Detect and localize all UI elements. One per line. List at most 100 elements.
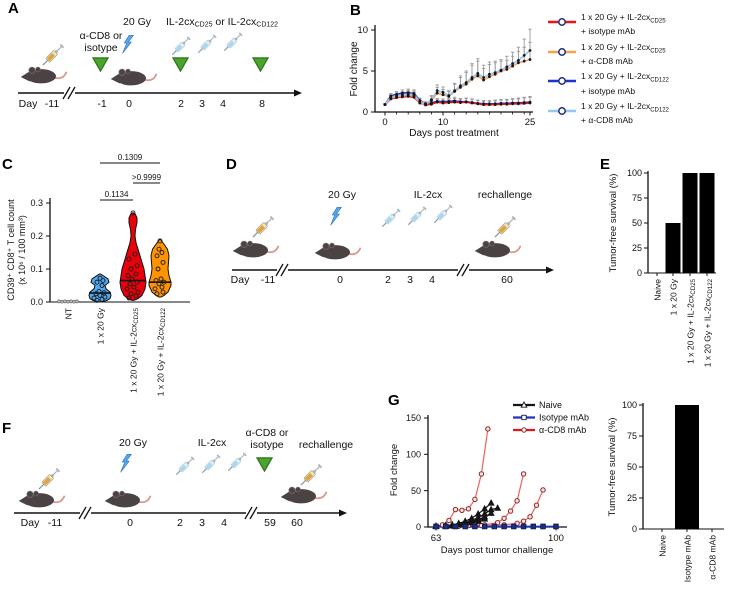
data-point	[159, 250, 165, 255]
data-point	[97, 275, 103, 281]
data-point	[128, 266, 134, 272]
panel-b-label: B	[350, 2, 361, 19]
x-tick-label: 10	[438, 117, 449, 128]
bar	[675, 405, 699, 529]
legend-marker-icon	[558, 106, 566, 115]
data-point	[57, 299, 61, 304]
data-point	[160, 289, 166, 295]
timeline-tick-label: 59	[264, 517, 276, 529]
data-point	[102, 294, 108, 300]
il2cx-syringe-icon	[222, 31, 244, 53]
mouse-icon	[20, 66, 68, 85]
y-tick-label: 0.0	[30, 297, 43, 307]
data-point	[60, 299, 64, 304]
rechallenge-syringe-icon	[298, 463, 323, 488]
data-point	[156, 246, 162, 252]
axis-break	[62, 86, 76, 100]
mouse-icon	[280, 486, 328, 505]
panel-e-label: E	[600, 156, 611, 173]
x-axis-label: Days post tumor challenge	[441, 545, 553, 556]
antibody-triangle-icon	[92, 57, 109, 72]
timeline-tick-label: 8	[259, 98, 265, 110]
il2cx-note: IL-2cxCD25 or IL-2cxCD122	[166, 16, 278, 29]
y-tick-label: 0.1	[30, 264, 43, 274]
category-label: Naive	[653, 279, 663, 301]
y-tick-label: 0	[632, 524, 637, 534]
data-point	[133, 293, 139, 299]
data-point	[161, 279, 167, 285]
data-point	[126, 256, 132, 262]
mouse-icon	[474, 240, 522, 259]
il2cx-note: IL-2cx	[198, 437, 227, 449]
x-tick-label: 100	[548, 533, 564, 544]
y-tick-label: 75	[627, 431, 637, 441]
panel-d-label: D	[226, 156, 237, 173]
panel-c-label: C	[2, 156, 13, 173]
legend-item: 1 x 20 Gy + IL-2cxCD25 + α-CD8 mAb	[547, 42, 729, 68]
panel-f-label: F	[2, 420, 12, 437]
y-tick-label: 100	[622, 400, 637, 410]
data-point	[124, 286, 130, 292]
axis-break	[78, 506, 92, 520]
mouse-icon	[232, 240, 280, 259]
il2cx-syringe-icon	[380, 207, 402, 229]
legend-label: Isotype mAb	[539, 413, 589, 423]
y-axis-label: Fold change	[389, 444, 400, 496]
y-tick-label: 5	[363, 66, 368, 77]
il2cx-syringe-icon	[432, 203, 454, 225]
il2cx-syringe-icon	[174, 455, 196, 477]
data-point	[130, 210, 136, 216]
legend-marker-icon	[558, 18, 566, 26]
legend-label: 1 x 20 Gy + IL-2cxCD25 + α-CD8 mAb	[581, 41, 666, 67]
timeline-tick-label: -11	[45, 98, 60, 110]
y-axis-label: Tumor-free survival (%)	[608, 174, 619, 273]
panel-d-schematic: 20 Gy IL-2cx rechallenge Day -11 0 2 3 4…	[231, 189, 554, 286]
timeline-tick-label: 0	[127, 517, 133, 529]
p-value: 0.1309	[118, 153, 143, 162]
il2cx-syringe-icon	[226, 451, 248, 473]
data-point	[101, 290, 107, 296]
timeline-tick-label: 60	[501, 274, 513, 286]
timeline-tick-label: 4	[220, 98, 226, 110]
acd8-note-line1: α-CD8 or	[246, 427, 289, 439]
data-point	[157, 238, 163, 244]
y-tick-label: 10	[357, 25, 368, 36]
y-tick-label: 0.3	[30, 198, 43, 208]
data-point	[132, 251, 138, 257]
mouse-icon	[314, 242, 362, 261]
p-value: 0.1134	[105, 190, 129, 199]
timeline-tick-label: 0	[126, 98, 132, 110]
timeline-tick-label: 3	[199, 517, 205, 529]
timeline-tick-label: 0	[337, 274, 343, 286]
x-tick-label: 63	[431, 533, 442, 544]
data-point	[159, 284, 165, 290]
data-point	[134, 279, 140, 285]
irradiation-bolt-icon	[330, 207, 342, 226]
data-point	[96, 288, 102, 294]
panel-g-label: G	[388, 392, 400, 409]
tumor-injection-syringe-icon	[250, 215, 275, 240]
data-point	[131, 284, 137, 290]
irradiation-bolt-icon	[120, 454, 132, 473]
legend-swatch	[548, 106, 576, 115]
acd8-note-line2: isotype	[250, 439, 283, 451]
category-label: α-CD8 mAb	[708, 535, 718, 580]
antibody-triangle-icon	[252, 57, 269, 72]
category-label: 1 x 20 Gy + IL-2cxCD25	[129, 307, 141, 392]
legend-item: 1 x 20 Gy + IL-2cxCD25 + isotype mAb	[547, 12, 729, 38]
tumor-free-survival-chart: 0 25 50 75 100 Naive 1 x 20 Gy 1 x 20 Gy + IL-2…	[608, 168, 716, 367]
y-tick-label: 50	[627, 462, 637, 472]
data-point	[94, 297, 100, 303]
data-point	[100, 278, 106, 284]
rechallenge-syringe-icon	[492, 215, 517, 240]
acd8-note-line1: α-CD8 or	[80, 30, 123, 42]
timeline-arrowhead	[339, 509, 347, 517]
rechallenge-note: rechallenge	[299, 439, 353, 451]
mouse-curve	[436, 489, 544, 527]
legend-label: Naive	[539, 400, 562, 410]
legend-item: 1 x 20 Gy + IL-2cxCD122 + α-CD8 mAb	[547, 101, 729, 127]
data-point	[154, 253, 160, 259]
y-tick-label: 50	[411, 486, 421, 496]
